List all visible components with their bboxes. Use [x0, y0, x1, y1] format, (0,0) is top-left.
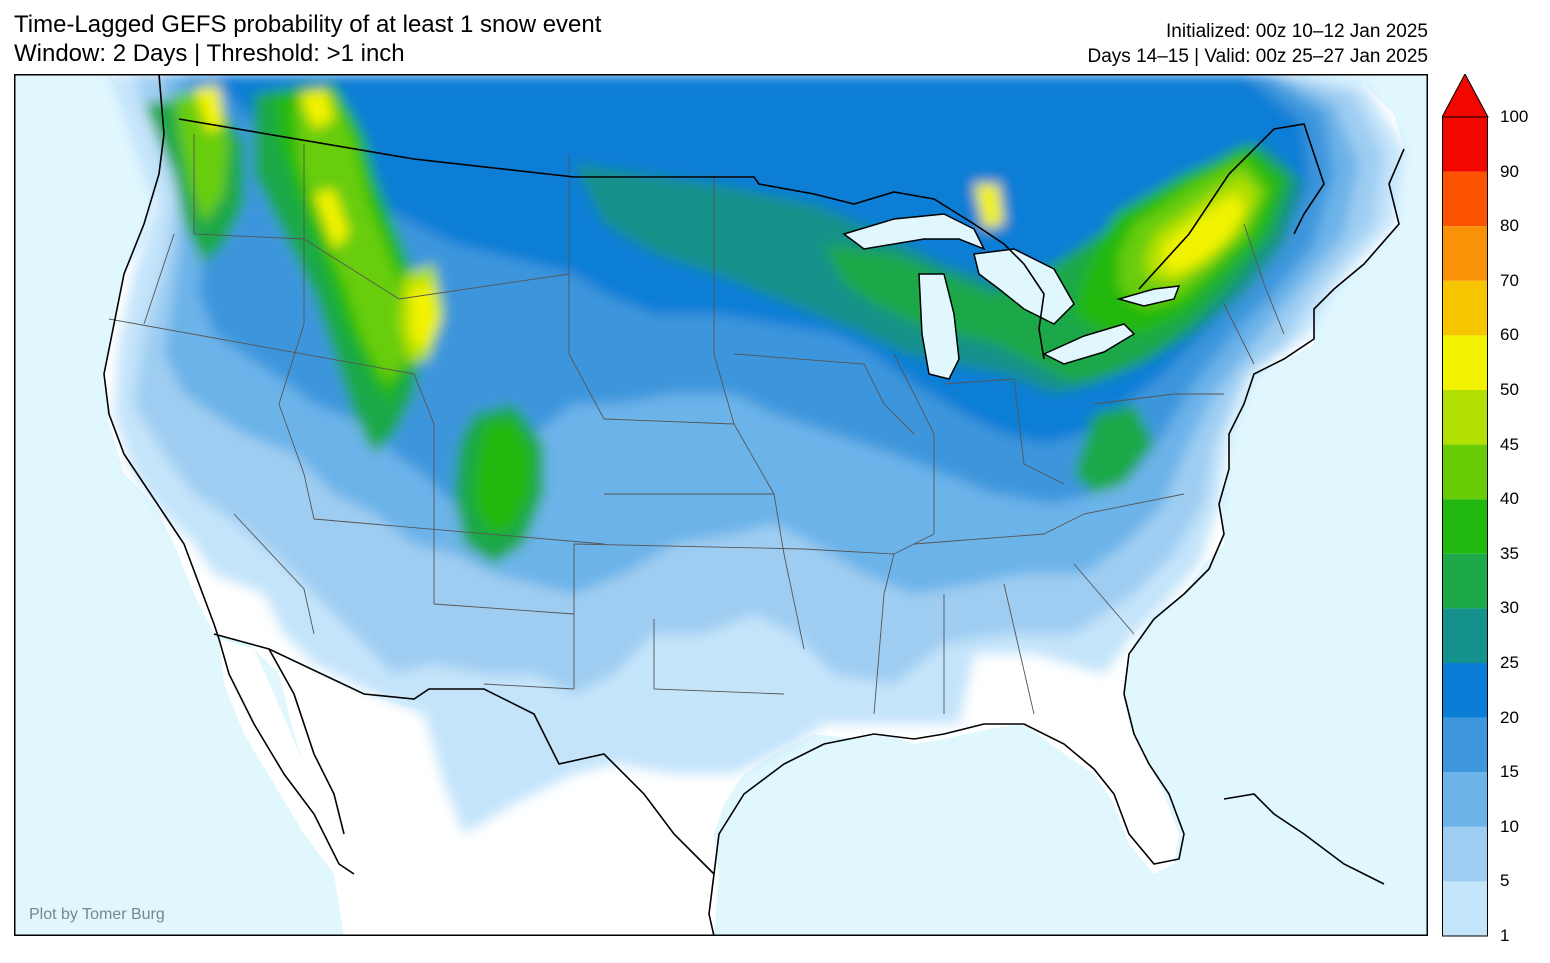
colorbar [1442, 74, 1489, 937]
colorbar-segment [1442, 881, 1488, 936]
colorbar-tick-label: 70 [1500, 270, 1519, 290]
colorbar-tick-label: 5 [1500, 871, 1510, 891]
lake-erie [1042, 323, 1136, 365]
lake-michigan [918, 273, 960, 380]
colorbar-extend-arrow [1442, 74, 1489, 118]
colorbar-segment [1442, 608, 1488, 663]
colorbar-tick-label: 25 [1500, 653, 1519, 672]
atlantic-coastline [1123, 148, 1405, 695]
title-line-2: Window: 2 Days | Threshold: >1 inch [14, 40, 405, 67]
colorbar-tick-label: 50 [1500, 380, 1519, 399]
colorbar-tick-label: 40 [1500, 489, 1519, 509]
colorbar-tick-label: 90 [1500, 161, 1519, 181]
colorbar-segment [1442, 335, 1488, 390]
colorbar-segment [1442, 280, 1488, 336]
gulf-coastline [713, 693, 1185, 875]
colorbar-segment [1442, 553, 1488, 609]
colorbar-segment [1442, 499, 1488, 554]
pacific-coastline [103, 74, 220, 640]
colorbar-segment [1442, 717, 1488, 773]
colorbar-tick-label: 80 [1500, 216, 1519, 236]
colorbar-segment [1442, 826, 1488, 882]
borders-coastlines [103, 74, 1405, 936]
us-canada-border [178, 118, 1045, 360]
us-mexico-border [213, 633, 715, 875]
colorbar-segment [1442, 772, 1488, 827]
valid-time-label: Days 14–15 | Valid: 00z 25–27 Jan 2025 [1087, 46, 1429, 67]
colorbar-segment [1442, 117, 1488, 172]
run-info: Initialized: 00z 10–12 Jan 2025 Days 14–… [1088, 19, 1429, 69]
map-title: Time-Lagged GEFS probability of at least… [14, 10, 601, 68]
colorbar-segment [1442, 444, 1488, 500]
title-line-1: Time-Lagged GEFS probability of at least… [14, 11, 602, 38]
colorbar-tick-label: 15 [1500, 762, 1519, 782]
lake-ontario [1116, 285, 1181, 307]
colorbar-tick-label: 30 [1500, 598, 1519, 618]
colorbar-tick-label: 60 [1500, 325, 1519, 345]
state-borders [108, 134, 1285, 715]
probability-map [14, 74, 1428, 936]
colorbar-segment [1442, 663, 1488, 718]
colorbar-tick-label: 20 [1500, 707, 1519, 727]
lake-huron [973, 248, 1075, 325]
lake-superior [842, 213, 986, 251]
init-time-label: Initialized: 00z 10–12 Jan 2025 [1166, 21, 1428, 42]
colorbar-tick-label: 35 [1500, 543, 1519, 563]
colorbar-border [1442, 116, 1488, 937]
colorbar-tick-label: 45 [1500, 434, 1519, 454]
colorbar-segment [1442, 171, 1488, 227]
colorbar-tick-label-top: 100 [1500, 107, 1529, 126]
plot-credit: Plot by Tomer Burg [29, 906, 165, 923]
colorbar-segment [1442, 226, 1488, 281]
map-border [14, 74, 1428, 936]
colorbar-tick-label: 1 [1500, 926, 1510, 945]
colorbar-segment [1442, 390, 1488, 445]
great-lakes [842, 213, 1181, 380]
colorbar-tick-label: 10 [1500, 816, 1519, 836]
